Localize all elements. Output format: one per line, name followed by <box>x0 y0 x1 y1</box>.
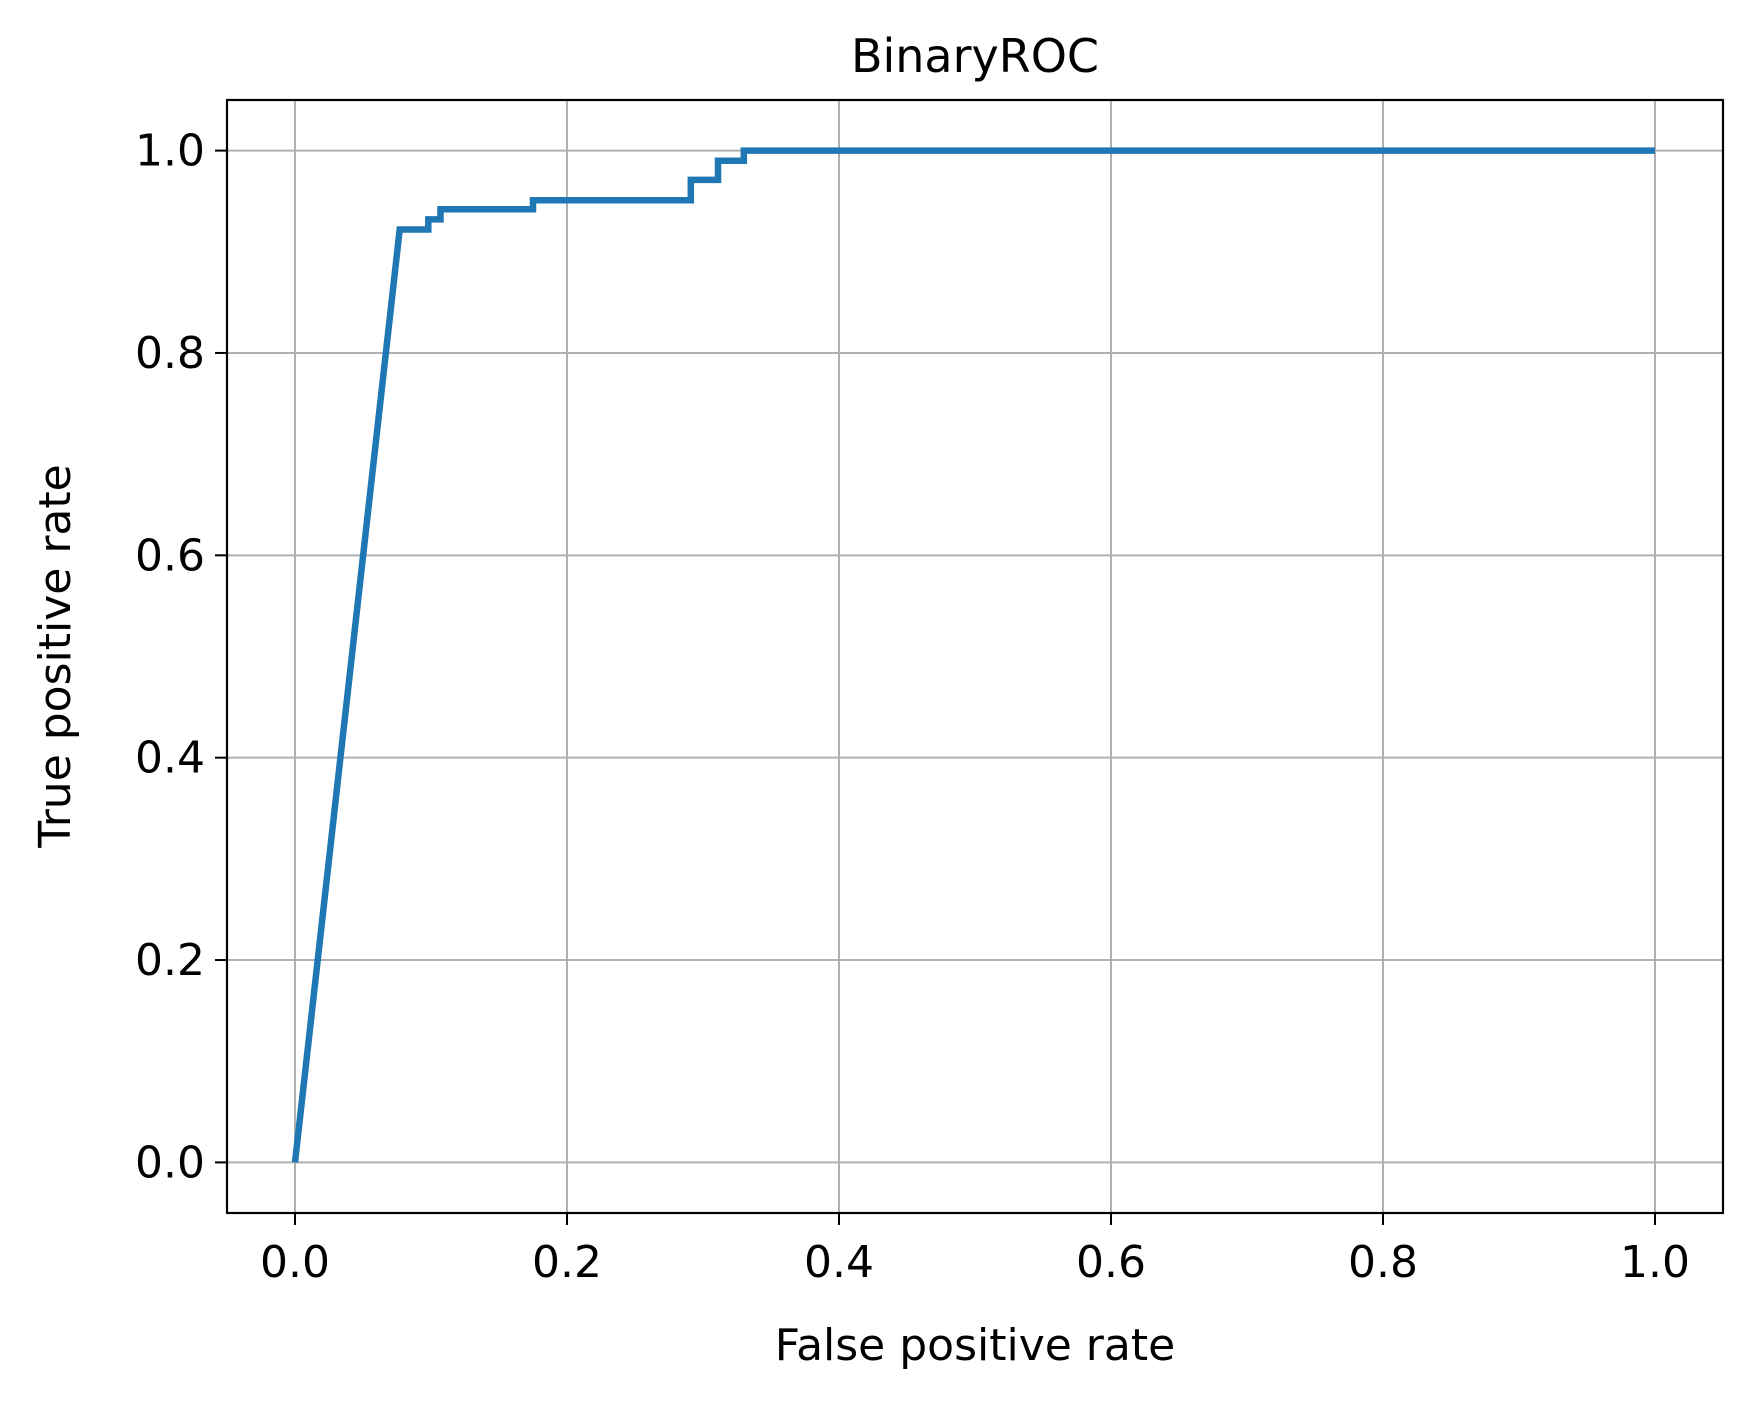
x-axis-label: False positive rate <box>775 1320 1175 1371</box>
x-tick-label: 0.8 <box>1348 1237 1418 1288</box>
y-tick-label: 0.4 <box>135 733 205 784</box>
x-tick-label: 0.0 <box>260 1237 330 1288</box>
chart-title: BinaryROC <box>851 29 1099 83</box>
grid-lines <box>227 100 1723 1213</box>
y-tick-label: 1.0 <box>135 126 205 177</box>
x-tick-label: 1.0 <box>1620 1237 1690 1288</box>
x-tick-label: 0.6 <box>1076 1237 1146 1288</box>
y-tick-label: 0.6 <box>135 530 205 581</box>
y-axis-ticks: 0.0 0.2 0.4 0.6 0.8 1.0 <box>135 126 227 1188</box>
series-layer <box>291 147 1655 1163</box>
y-tick-label: 0.2 <box>135 935 205 986</box>
y-axis-label: True positive rate <box>30 464 81 848</box>
plot-area-frame <box>225 98 1725 1215</box>
x-tick-label: 0.4 <box>804 1237 874 1288</box>
x-axis-ticks: 0.0 0.2 0.4 0.6 0.8 1.0 <box>260 1213 1690 1288</box>
roc-curve-line <box>291 147 1655 1163</box>
x-tick-label: 0.2 <box>532 1237 602 1288</box>
y-tick-label: 0.0 <box>135 1137 205 1188</box>
y-tick-label: 0.8 <box>135 328 205 379</box>
